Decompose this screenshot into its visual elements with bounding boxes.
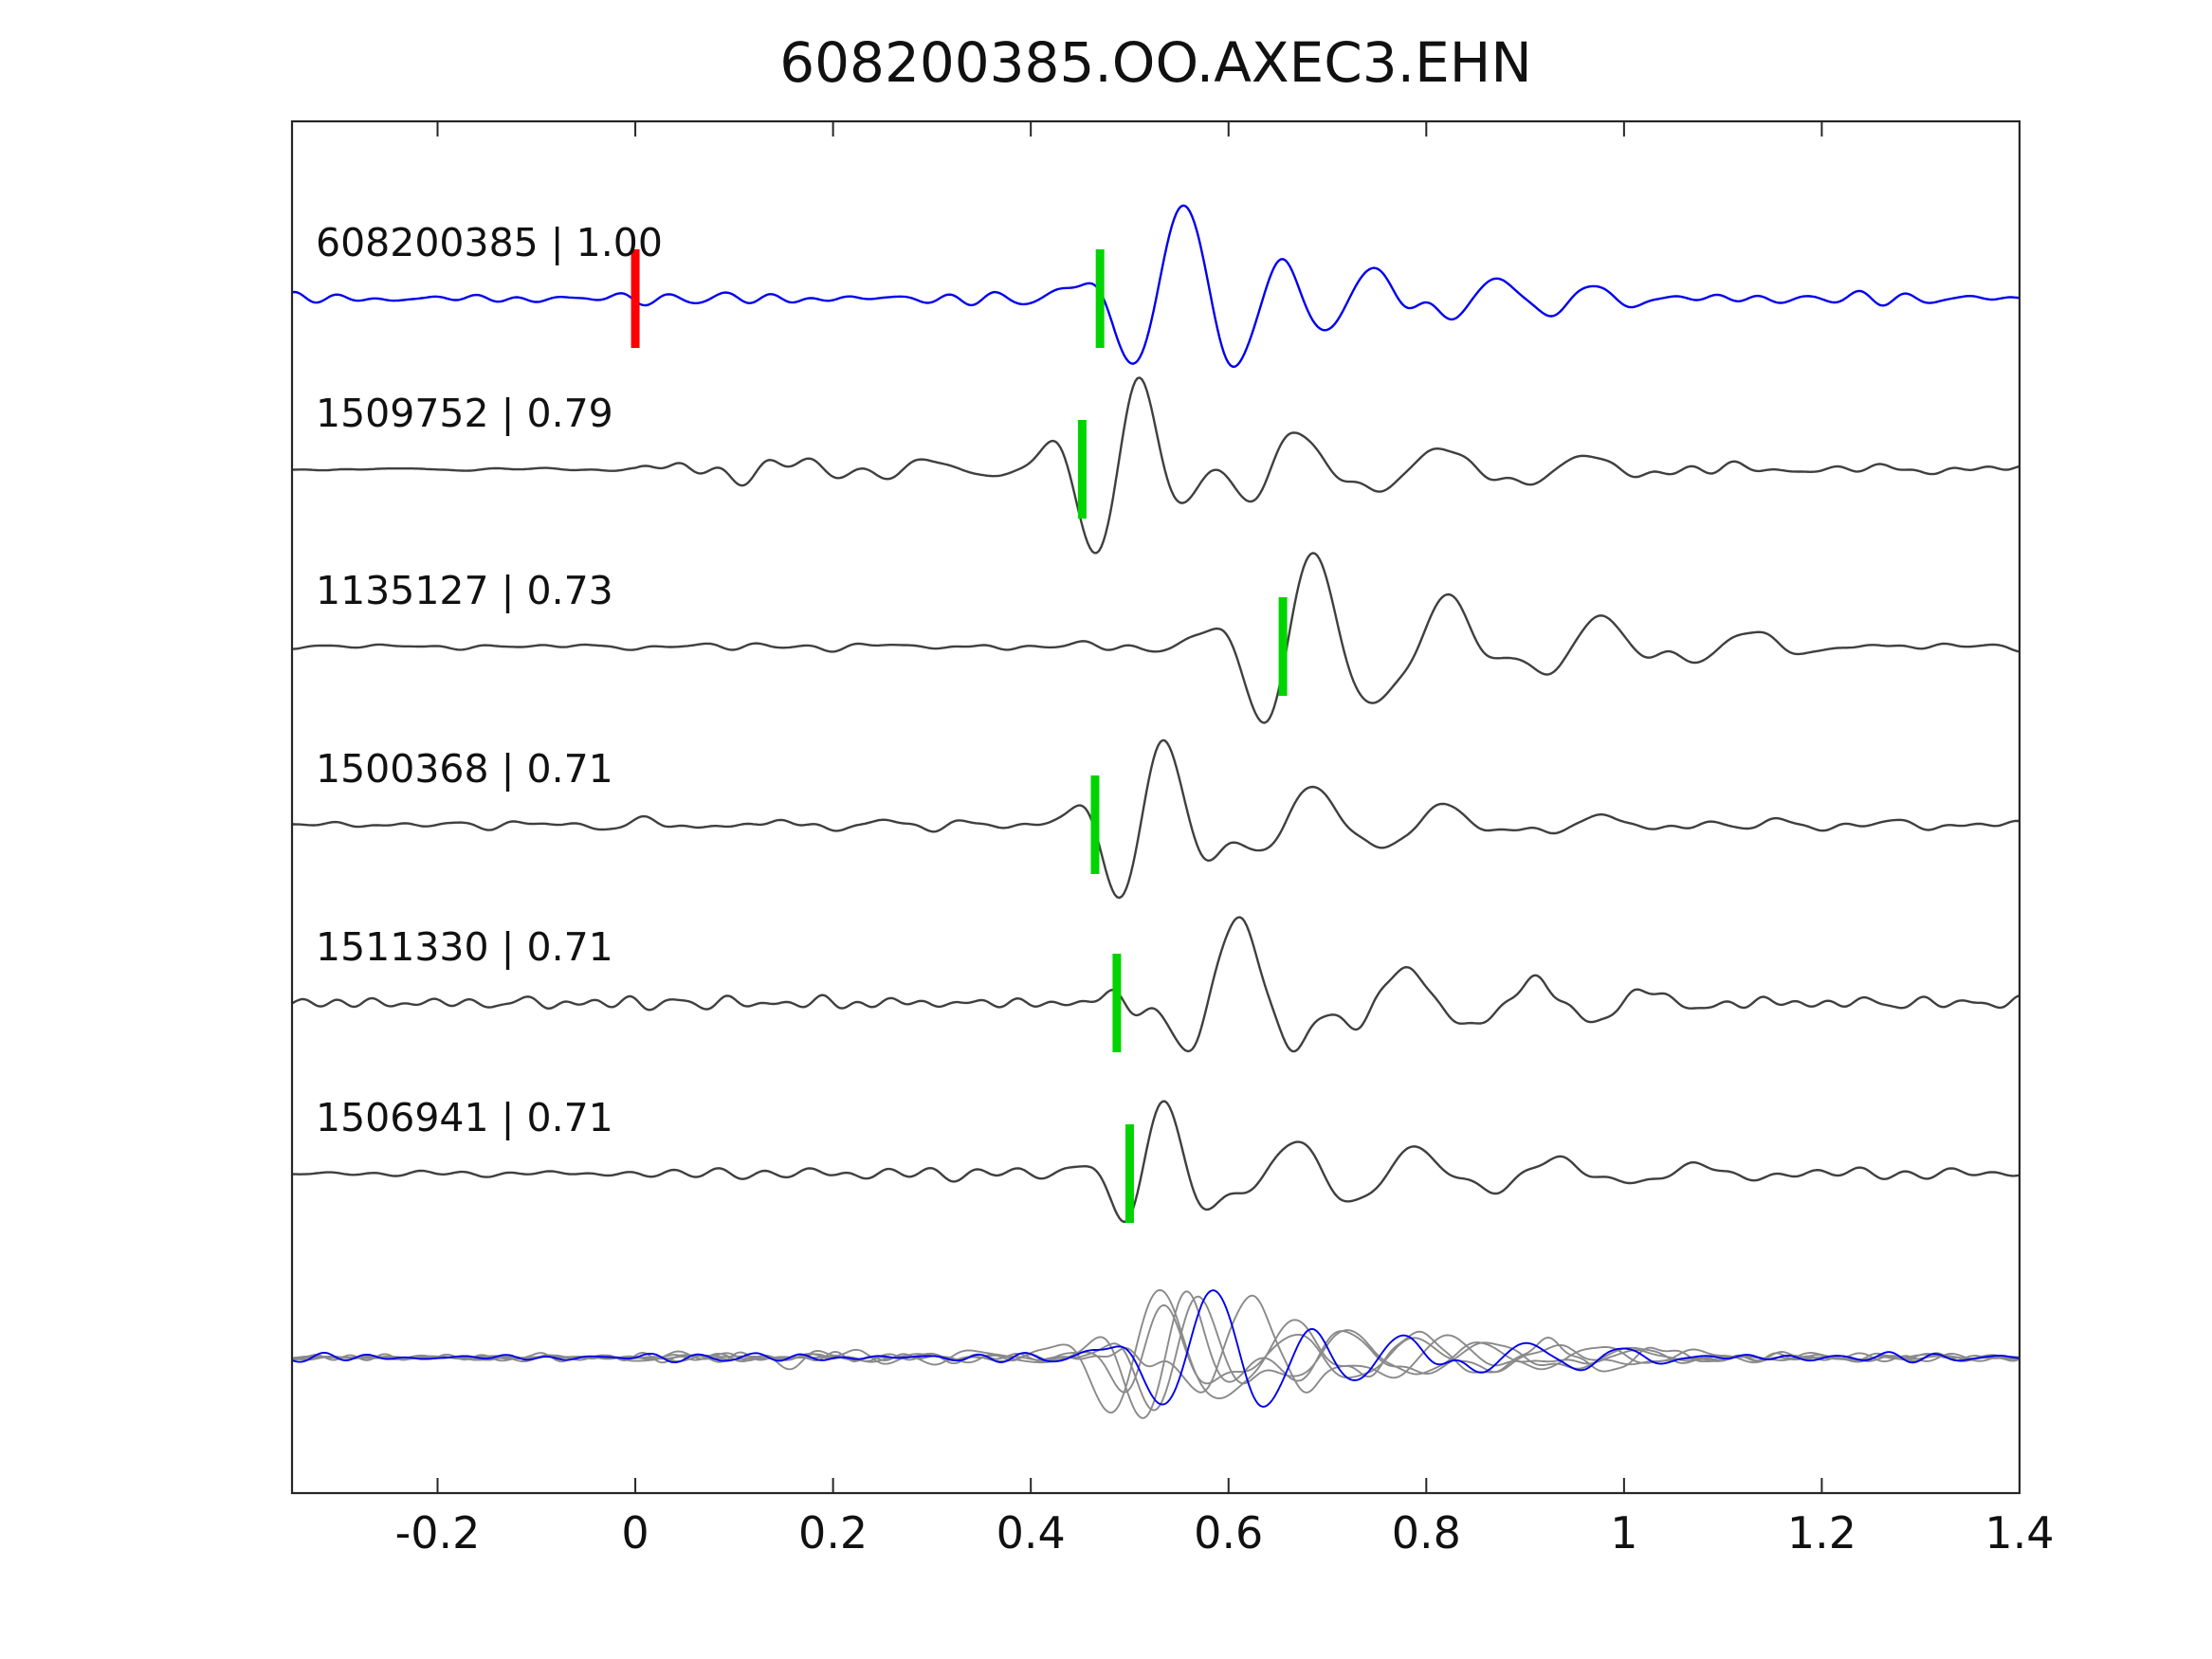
trace-label-608200385: 608200385 | 1.00 — [316, 220, 663, 265]
x-tick-label: 0.8 — [1392, 1507, 1461, 1559]
x-tick-label: 0 — [621, 1507, 649, 1559]
waveform-trace-608200385 — [292, 204, 2020, 369]
traces-group — [292, 204, 2020, 1419]
plot-border — [290, 119, 2021, 1495]
x-tick-label: 1.2 — [1787, 1507, 1856, 1559]
overlay-trace-1511330 — [292, 1294, 2020, 1394]
waveform-trace-1135127 — [292, 552, 2020, 724]
trace-label-1511330: 1511330 | 0.71 — [316, 924, 613, 970]
x-tick-label: 0.6 — [1194, 1507, 1263, 1559]
x-tick-label: 0.4 — [996, 1507, 1066, 1559]
x-tick-label: 1.4 — [1984, 1507, 2054, 1559]
trace-label-1509752: 1509752 | 0.79 — [316, 391, 613, 436]
overlay-trace-1506941 — [292, 1304, 2020, 1394]
waveform-trace-1509752 — [292, 376, 2020, 555]
waveform-trace-1506941 — [292, 1100, 2020, 1224]
waveform-trace-1500368 — [292, 738, 2020, 900]
trace-label-1135127: 1135127 | 0.73 — [316, 568, 613, 613]
x-tick-label: 0.2 — [798, 1507, 868, 1559]
overlay-trace-reference — [292, 1289, 2020, 1408]
plot-area: -0.2 0 0.2 0.4 0.6 0.8 1 1.2 1.4 608200385 | 1.00… — [290, 119, 2055, 1559]
chart-title: 608200385.OO.AXEC3.EHN — [779, 30, 1531, 95]
waveform-trace-1511330 — [292, 916, 2020, 1053]
trace-label-1506941: 1506941 | 0.71 — [316, 1095, 613, 1140]
trace-label-1500368: 1500368 | 0.71 — [316, 746, 613, 792]
x-tick-label: 1 — [1610, 1507, 1637, 1559]
x-tick-label: -0.2 — [395, 1507, 481, 1559]
